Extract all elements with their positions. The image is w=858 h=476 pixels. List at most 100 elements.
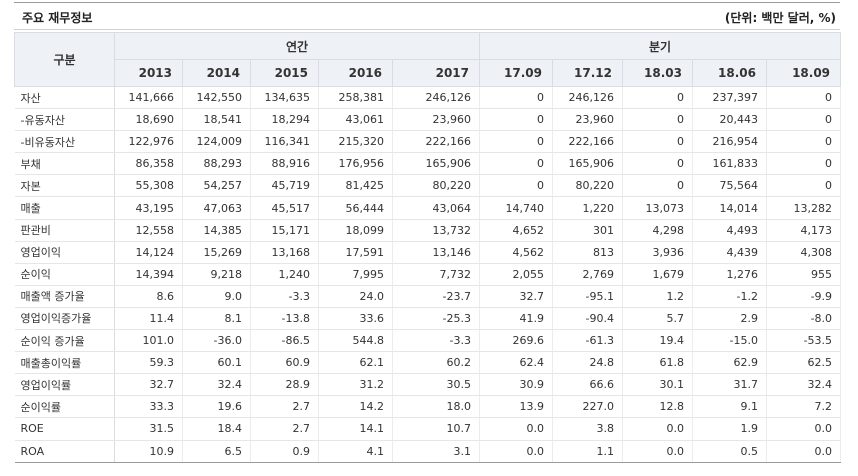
row-label: 매출 <box>14 196 115 220</box>
panel-title: 주요 재무정보 <box>22 11 93 25</box>
table-cell: 62.5 <box>766 351 842 375</box>
table-cell: 18,690 <box>114 108 183 132</box>
table-cell: 0.0 <box>479 440 554 463</box>
table-cell: -3.3 <box>250 285 319 308</box>
table-cell: 45,719 <box>250 174 319 198</box>
unit-label: (단위: 백만 달러, %) <box>724 11 836 25</box>
table-cell: 14,124 <box>114 241 183 264</box>
header-year: 2017 <box>391 59 481 87</box>
header-annual: 연간 <box>113 32 481 60</box>
table-cell: 66.6 <box>552 373 624 397</box>
table-cell: 32.7 <box>114 373 183 397</box>
table-cell: -1.2 <box>692 285 768 308</box>
table-cell: 24.0 <box>318 285 393 308</box>
table-cell: 45,517 <box>250 196 319 220</box>
table-cell: -13.8 <box>250 307 319 331</box>
header-quarter: 18.03 <box>622 59 694 87</box>
row-label: 자본 <box>14 174 115 198</box>
table-cell: 0 <box>622 108 694 132</box>
table-cell: 222,166 <box>552 130 624 154</box>
table-cell: 9.1 <box>692 395 768 419</box>
table-cell: 30.5 <box>392 373 481 397</box>
table-cell: 301 <box>552 219 624 242</box>
table-cell: 6.5 <box>182 440 251 463</box>
table-cell: 2,769 <box>552 263 624 286</box>
row-label: 영업이익률 <box>14 373 115 397</box>
table-cell: 3.8 <box>552 417 624 441</box>
table-cell: -8.0 <box>766 307 842 331</box>
row-label: 판관비 <box>14 219 115 242</box>
table-cell: 33.3 <box>114 395 183 419</box>
table-cell: 31.2 <box>318 373 393 397</box>
table-cell: 56,444 <box>318 196 393 220</box>
table-cell: 4,562 <box>479 241 554 264</box>
table-cell: 14,014 <box>692 196 768 220</box>
table-row: ROA 10.9 6.5 0.9 4.1 3.1 0.0 1.1 0.0 0.5 0.0 <box>14 440 842 463</box>
table-cell: 0.0 <box>622 417 694 441</box>
table-cell: 12,558 <box>114 219 183 242</box>
table-cell: 0 <box>622 86 694 110</box>
table-row: 순이익률 33.3 19.6 2.7 14.2 18.0 13.9 227.0 12.8 9.1 7… <box>14 395 842 419</box>
table-cell: 54,257 <box>182 174 251 198</box>
table-cell: 47,063 <box>182 196 251 220</box>
table-cell: 0 <box>479 152 554 176</box>
row-label: 순이익 <box>14 263 115 286</box>
table-cell: 30.1 <box>622 373 694 397</box>
table-cell: 15,269 <box>182 241 251 264</box>
table-cell: 215,320 <box>318 130 393 154</box>
table-cell: 14,385 <box>182 219 251 242</box>
table-cell: 80,220 <box>392 174 481 198</box>
table-cell: -3.3 <box>392 329 481 353</box>
table-cell: 176,956 <box>318 152 393 176</box>
table-cell: 4,493 <box>692 219 768 242</box>
row-label: -비유동자산 <box>14 130 115 154</box>
table-cell: 88,293 <box>182 152 251 176</box>
table-cell: 116,341 <box>250 130 319 154</box>
header-quarter: 17.09 <box>479 59 554 87</box>
table-cell: 7,995 <box>318 263 393 286</box>
table-cell: 62.1 <box>318 351 393 375</box>
table-cell: 0 <box>479 86 554 110</box>
table-cell: 2.7 <box>250 417 319 441</box>
table-cell: 13,732 <box>392 219 481 242</box>
table-cell: 0 <box>766 152 842 176</box>
table-cell: 246,126 <box>392 86 481 110</box>
table-cell: 13,282 <box>766 196 842 220</box>
table-cell: 14,740 <box>479 196 554 220</box>
table-cell: 0.0 <box>766 440 842 463</box>
table-cell: 18,294 <box>250 108 319 132</box>
table-cell: 18,099 <box>318 219 393 242</box>
table-cell: 544.8 <box>318 329 393 353</box>
table-cell: -86.5 <box>250 329 319 353</box>
table-body: 자산 141,666 142,550 134,635 258,381 246,126 0 24… <box>14 86 842 463</box>
table-row: 매출 43,195 47,063 45,517 56,444 43,064 14,740 1,… <box>14 196 842 220</box>
header-quarterly: 분기 <box>479 32 842 60</box>
table-cell: 5.7 <box>622 307 694 331</box>
table-cell: 43,064 <box>392 196 481 220</box>
table-cell: 216,954 <box>692 130 768 154</box>
table-cell: 4,308 <box>766 241 842 264</box>
table-cell: 4,298 <box>622 219 694 242</box>
table-cell: 122,976 <box>114 130 183 154</box>
table-cell: 17,591 <box>318 241 393 264</box>
table-cell: 1,220 <box>552 196 624 220</box>
table-cell: 13,146 <box>392 241 481 264</box>
table-cell: 4,439 <box>692 241 768 264</box>
table-cell: 14.1 <box>318 417 393 441</box>
table-cell: 24.8 <box>552 351 624 375</box>
table-cell: 31.7 <box>692 373 768 397</box>
table-cell: 12.8 <box>622 395 694 419</box>
table-cell: 81,425 <box>318 174 393 198</box>
table-row: 자산 141,666 142,550 134,635 258,381 246,126 0 24… <box>14 86 842 110</box>
table-cell: 75,564 <box>692 174 768 198</box>
table-cell: 258,381 <box>318 86 393 110</box>
table-cell: 0 <box>479 130 554 154</box>
table-cell: 11.4 <box>114 307 183 331</box>
table-header: 구분 연간 분기 2013 2014 2015 2016 2017 17.09 17.12 1… <box>14 32 842 87</box>
table-cell: -95.1 <box>552 285 624 308</box>
table-cell: 60.1 <box>182 351 251 375</box>
table-row: 순이익 증가율 101.0 -36.0 -86.5 544.8 -3.3 269.6 -61.… <box>14 329 842 353</box>
table-cell: 18.0 <box>392 395 481 419</box>
table-cell: -25.3 <box>392 307 481 331</box>
